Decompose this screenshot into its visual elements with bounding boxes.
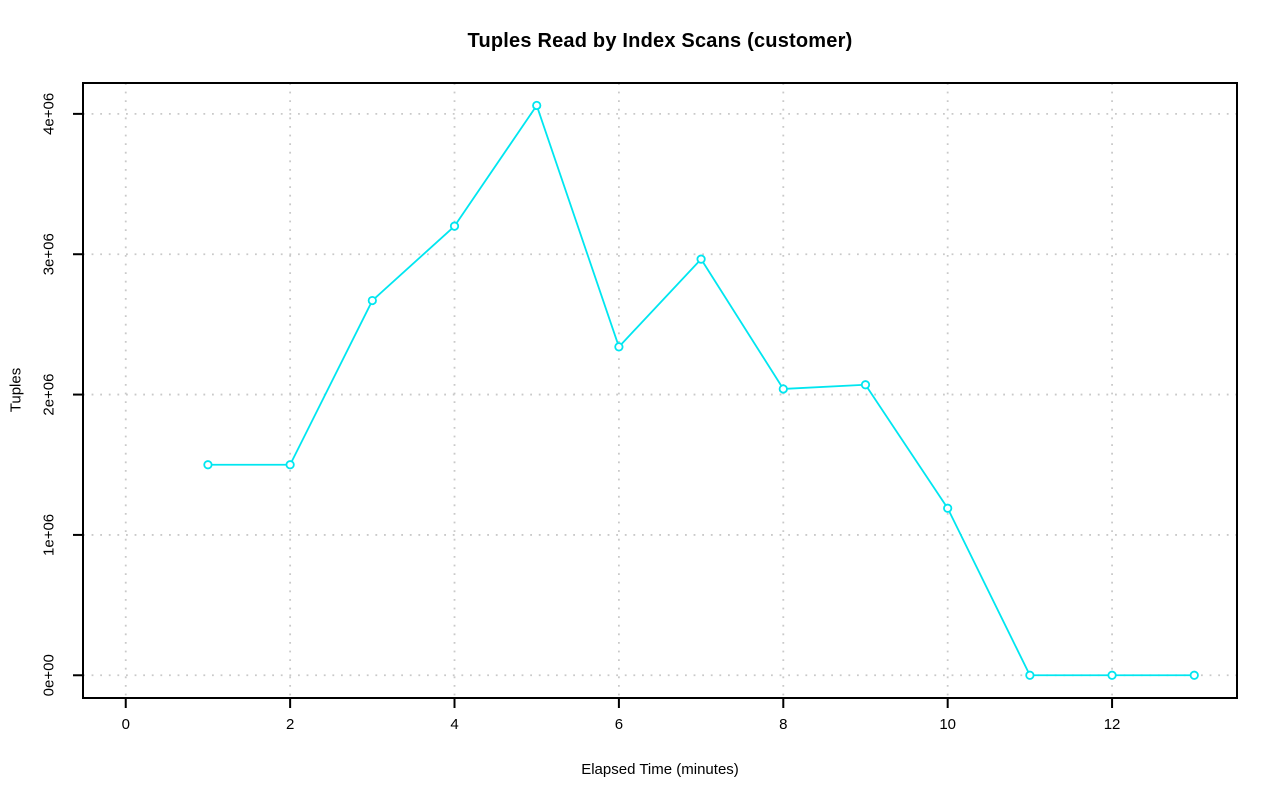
x-tick-label: 0 — [122, 716, 130, 733]
x-tick-label: 4 — [450, 716, 458, 733]
y-axis-title: Tuples — [7, 367, 25, 413]
data-point-marker — [943, 503, 953, 513]
x-tick-label: 6 — [615, 716, 623, 733]
data-point-marker — [285, 460, 295, 470]
data-point-marker — [367, 295, 377, 306]
data-point-marker — [1189, 670, 1199, 680]
data-point-marker — [778, 384, 788, 394]
data-point-marker — [1107, 670, 1117, 680]
y-tick-label: 1e+06 — [41, 514, 58, 556]
data-point-marker — [696, 254, 706, 264]
y-tick-label: 0e+00 — [41, 654, 58, 696]
x-tick-label: 10 — [939, 716, 956, 733]
y-tick-label: 4e+06 — [41, 93, 58, 135]
series-line — [207, 104, 1196, 677]
plot-border — [82, 82, 1238, 699]
y-tick-label: 3e+06 — [41, 233, 58, 275]
data-point-marker — [203, 460, 213, 470]
x-tick-label: 2 — [286, 716, 294, 733]
y-tick-label: 2e+06 — [41, 373, 58, 415]
data-point-marker — [449, 221, 460, 231]
data-point-marker — [1025, 670, 1035, 680]
x-tick-label: 8 — [779, 716, 787, 733]
data-point-marker — [532, 100, 542, 111]
data-point-marker — [614, 342, 624, 352]
data-point-marker — [860, 380, 871, 390]
chart-title: Tuples Read by Index Scans (customer) — [467, 30, 853, 52]
x-axis-title: Elapsed Time (minutes) — [581, 761, 739, 778]
x-tick-label: 12 — [1104, 716, 1121, 733]
